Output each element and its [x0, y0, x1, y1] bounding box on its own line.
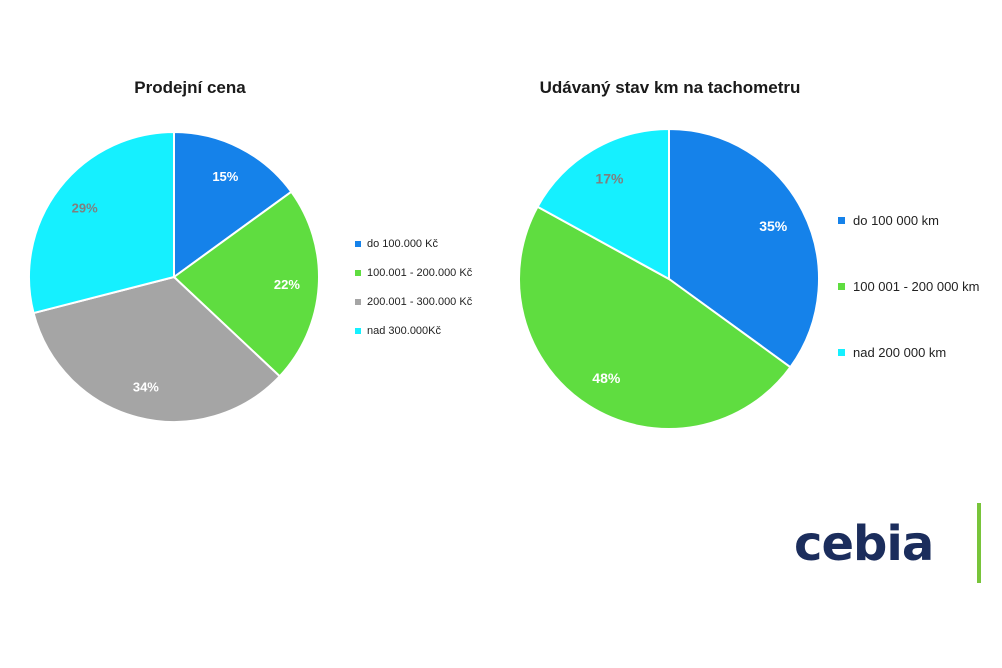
- legend-swatch: [355, 270, 361, 276]
- legend-label: do 100.000 Kč: [367, 238, 438, 250]
- pie-slice-2-1: [668, 127, 820, 369]
- legend-swatch: [838, 217, 845, 224]
- pie-slice-1-4: [28, 130, 175, 315]
- cebia-logo: cebia: [794, 516, 934, 572]
- pie-slice-2-2: [518, 205, 792, 431]
- chart-title-prodejni-cena: Prodejní cena: [134, 78, 246, 97]
- legend-item-1-2: 100.001 - 200.000 Kč: [355, 267, 472, 279]
- pie-slice-1-1: [173, 130, 293, 279]
- legend-swatch: [838, 349, 845, 356]
- legend-swatch: [838, 283, 845, 290]
- legend-label: do 100 000 km: [853, 213, 940, 228]
- legend-item-1-1: do 100.000 Kč: [355, 238, 438, 250]
- legend-label: 200.001 - 300.000 Kč: [367, 296, 473, 308]
- pie-label-2-3: 17%: [595, 170, 624, 186]
- legend-label: nad 200 000 km: [853, 345, 947, 360]
- pie-label-1-2: 22%: [274, 277, 300, 292]
- legend-item-2-1: do 100 000 km: [838, 213, 939, 228]
- chart-title-stav-km: Udávaný stav km na tachometru: [539, 78, 801, 97]
- pie-slice-1-2: [172, 190, 320, 378]
- legend-swatch: [355, 328, 361, 334]
- legend-item-2-2: 100 001 - 200 000 km: [838, 279, 979, 294]
- pie-label-2-1: 35%: [759, 218, 788, 234]
- legend-item-1-4: nad 300.000Kč: [355, 325, 441, 337]
- legend-item-1-3: 200.001 - 300.000 Kč: [355, 296, 472, 308]
- pie-slice-1-3: [32, 275, 282, 423]
- legend-label: nad 300.000Kč: [367, 325, 442, 337]
- legend-label: 100.001 - 200.000 Kč: [367, 267, 473, 279]
- pie-slice-2-3: [536, 127, 670, 281]
- logo-accent-bar: [977, 503, 981, 583]
- pie-label-1-1: 15%: [212, 169, 238, 184]
- legend-swatch: [355, 241, 361, 247]
- legend-swatch: [355, 299, 361, 305]
- legend-item-2-3: nad 200 000 km: [838, 345, 946, 360]
- legend-label: 100 001 - 200 000 km: [853, 279, 980, 294]
- pie-label-1-4: 29%: [72, 201, 98, 216]
- pie-label-1-3: 34%: [133, 380, 159, 395]
- pie-label-2-2: 48%: [592, 370, 621, 386]
